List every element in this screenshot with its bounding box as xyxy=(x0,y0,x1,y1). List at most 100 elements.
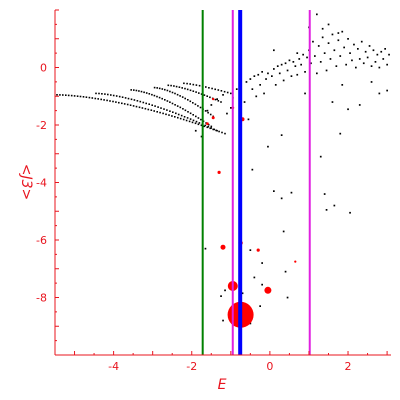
highlight-point xyxy=(264,286,272,294)
branch-point xyxy=(217,100,220,102)
data-point xyxy=(220,295,222,297)
branch-point xyxy=(62,94,64,96)
branch-point xyxy=(179,95,181,97)
data-point xyxy=(296,52,299,54)
data-point xyxy=(364,50,367,53)
branch-point xyxy=(156,111,158,113)
data-point xyxy=(333,204,336,207)
branch-point xyxy=(67,94,70,97)
branch-point xyxy=(124,97,127,99)
data-point xyxy=(327,23,330,26)
data-point xyxy=(368,45,371,47)
branch-point xyxy=(123,103,126,105)
data-point xyxy=(333,49,336,52)
branch-point xyxy=(110,94,112,96)
highlight-point xyxy=(217,170,221,174)
data-point xyxy=(335,65,338,67)
branch-point xyxy=(151,93,153,96)
data-point xyxy=(370,65,373,67)
branch-point xyxy=(186,117,189,119)
data-point xyxy=(376,53,379,56)
branch-point xyxy=(161,97,163,100)
branch-point xyxy=(195,115,197,118)
branch-point xyxy=(189,83,191,85)
data-point xyxy=(224,289,226,292)
highlight-point xyxy=(220,244,226,250)
branch-point xyxy=(168,114,170,116)
branch-point xyxy=(200,118,202,121)
data-point xyxy=(282,230,285,233)
data-point xyxy=(261,262,263,264)
branch-point xyxy=(197,105,199,107)
branch-point xyxy=(147,108,150,111)
branch-point xyxy=(138,90,140,92)
branch-point xyxy=(139,100,142,103)
data-point xyxy=(226,112,228,115)
branch-point xyxy=(163,108,165,110)
data-point xyxy=(370,81,373,83)
x-tick-label: -2 xyxy=(186,360,197,373)
branch-point xyxy=(106,99,108,102)
data-point xyxy=(366,56,369,59)
y-tick-label: -2 xyxy=(36,119,47,132)
data-point xyxy=(337,39,340,42)
branch-point xyxy=(211,87,213,90)
branch-point xyxy=(173,85,175,87)
branch-point xyxy=(148,103,150,105)
data-point xyxy=(284,270,287,273)
data-point xyxy=(265,78,267,80)
data-point xyxy=(304,71,306,73)
highlight-point xyxy=(206,122,209,125)
branch-point xyxy=(165,113,167,116)
data-point xyxy=(349,52,351,54)
data-point xyxy=(302,53,304,56)
branch-point xyxy=(179,117,182,120)
branch-point xyxy=(170,84,172,87)
branch-point xyxy=(142,101,145,104)
branch-point xyxy=(118,95,121,98)
data-points-layer xyxy=(56,13,390,328)
branch-point xyxy=(180,114,183,117)
branch-point xyxy=(159,111,161,114)
branch-point xyxy=(164,88,166,91)
branch-point xyxy=(207,125,210,128)
branch-point xyxy=(213,128,215,131)
branch-point xyxy=(192,83,195,86)
branch-point xyxy=(95,92,97,95)
data-point xyxy=(355,66,357,69)
branch-point xyxy=(218,130,220,133)
branch-point xyxy=(167,84,170,87)
branch-point xyxy=(127,97,130,100)
branch-point xyxy=(176,93,179,96)
branch-point xyxy=(194,122,197,125)
branch-point xyxy=(164,99,166,101)
data-point xyxy=(358,58,361,60)
branch-point xyxy=(192,114,194,116)
data-point xyxy=(290,191,293,194)
data-point xyxy=(386,89,388,92)
data-point xyxy=(253,276,256,279)
data-point xyxy=(325,209,328,211)
data-point xyxy=(349,211,351,214)
branch-point xyxy=(112,100,114,103)
data-point xyxy=(384,48,386,50)
data-point xyxy=(374,61,377,63)
branch-point xyxy=(91,97,94,99)
branch-point xyxy=(185,119,188,122)
branch-point xyxy=(195,120,198,123)
data-point xyxy=(316,13,318,16)
branch-point xyxy=(195,91,197,93)
data-point xyxy=(347,108,349,111)
data-point xyxy=(316,72,318,75)
data-point xyxy=(286,296,289,299)
branch-point xyxy=(187,111,189,113)
branch-point xyxy=(56,94,58,96)
branch-point xyxy=(223,90,226,93)
branch-point xyxy=(182,108,184,110)
branch-point xyxy=(216,129,218,132)
data-point xyxy=(331,33,334,36)
branch-point xyxy=(184,109,187,112)
branch-point xyxy=(158,87,161,90)
branch-point xyxy=(140,90,143,93)
branch-point xyxy=(154,105,156,107)
